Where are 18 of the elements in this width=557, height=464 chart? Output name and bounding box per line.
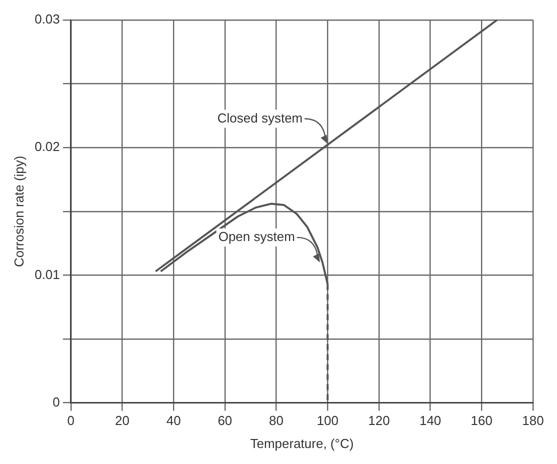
x-tick-label: 40 — [166, 413, 181, 428]
y-tick-label: 0.03 — [34, 12, 60, 27]
x-tick-label: 120 — [368, 413, 390, 428]
x-axis-title: Temperature, (°C) — [250, 436, 354, 451]
x-tick-label: 180 — [522, 413, 544, 428]
x-tick-label: 140 — [419, 413, 442, 428]
annotation: Open system — [218, 229, 295, 244]
x-tick-label: 160 — [470, 413, 493, 428]
y-tick-label: 0.01 — [34, 266, 60, 282]
x-tick-label: 80 — [269, 413, 284, 428]
x-tick-label: 20 — [115, 413, 130, 428]
x-tick-label: 0 — [67, 413, 75, 428]
y-tick-label: 0.02 — [34, 139, 60, 154]
x-tick-label: 60 — [218, 413, 232, 428]
annotation: Closed system — [217, 110, 303, 126]
x-tick-label: 100 — [316, 413, 338, 428]
y-tick-label: 0 — [52, 394, 60, 410]
y-axis-title: Corrosion rate (ipy) — [11, 156, 26, 268]
